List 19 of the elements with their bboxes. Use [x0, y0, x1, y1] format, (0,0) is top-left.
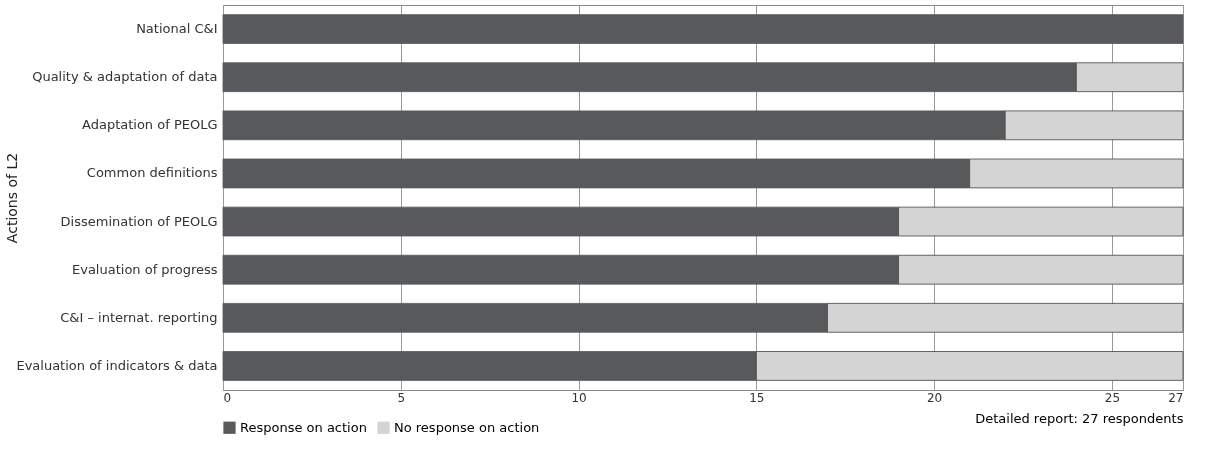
text: Detailed report: 27 respondents	[975, 411, 1184, 426]
y-tick-label: Common definitions	[86, 165, 218, 181]
x-tick-label: 27	[1168, 390, 1184, 405]
x-tick-label: 15	[749, 390, 765, 405]
x-tick-label: 25	[1104, 390, 1121, 405]
y-tick-label: Adaptation of PEOLG	[82, 117, 218, 133]
x-tick-label: 10	[571, 390, 587, 405]
y-tick-label: Evaluation of indicators & data	[16, 357, 218, 373]
y-tick-label: National C&I	[136, 21, 218, 37]
y-tick-label: C&I – internat. reporting	[60, 309, 218, 325]
x-tick-label: 20	[926, 390, 943, 405]
y-tick-label: Quality & adaptation of data	[32, 69, 218, 85]
legend-label: No response on action	[394, 419, 540, 435]
x-tick-label: 0	[223, 390, 232, 405]
y-tick-label: Evaluation of progress	[71, 261, 218, 277]
legend-label: Response on action	[240, 419, 367, 435]
y-axis-title: Actions of L2	[3, 152, 20, 244]
x-tick-label: 5	[397, 390, 406, 405]
y-tick-label: Dissemination of PEOLG	[60, 213, 218, 229]
